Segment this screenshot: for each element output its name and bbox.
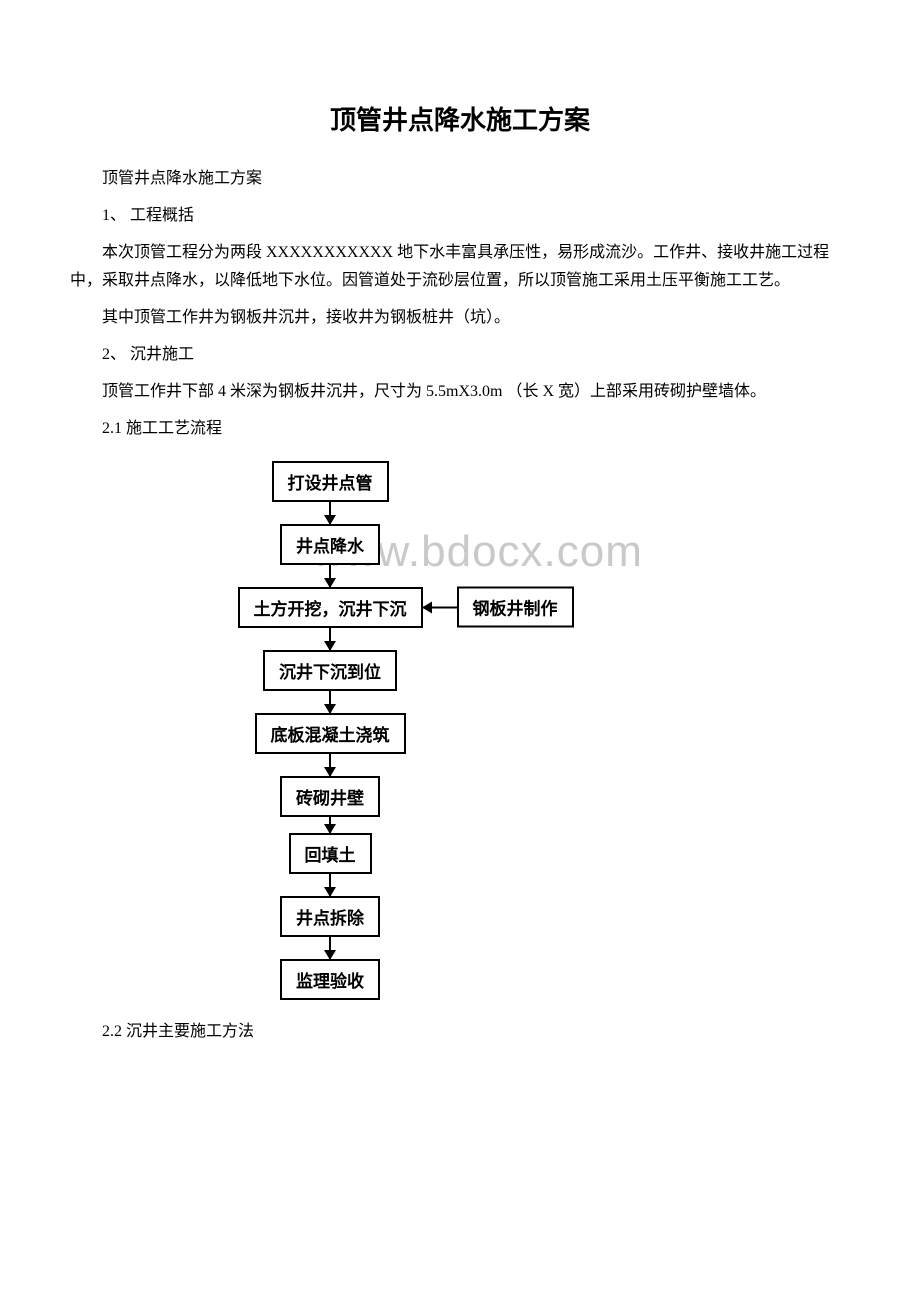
paragraph: 顶管工作井下部 4 米深为钢板井沉井，尺寸为 5.5mX3.0m （长 X 宽）… [70, 378, 850, 405]
paragraph: 2、 沉井施工 [70, 341, 850, 368]
paragraph: 顶管井点降水施工方案 [70, 165, 850, 192]
arrow-down-icon [329, 628, 331, 650]
arrow-down-icon [329, 874, 331, 896]
flow-node: 底板混凝土浇筑 [255, 713, 406, 754]
paragraph: 2.1 施工工艺流程 [70, 415, 850, 442]
flow-node: 砖砌井壁 [280, 776, 380, 817]
arrow-down-icon [329, 691, 331, 713]
flow-node: 打设井点管 [272, 461, 389, 502]
paragraph: 1、 工程概括 [70, 202, 850, 229]
flow-node: 沉井下沉到位 [263, 650, 397, 691]
paragraph: 2.2 沉井主要施工方法 [70, 1018, 850, 1045]
flow-node: 井点降水 [280, 524, 380, 565]
arrow-down-icon [329, 817, 331, 833]
arrow-left-icon [423, 606, 457, 608]
arrow-down-icon [329, 937, 331, 959]
arrow-down-icon [329, 565, 331, 587]
document-page: 顶管井点降水施工方案 顶管井点降水施工方案 1、 工程概括 本次顶管工程分为两段… [0, 0, 920, 1115]
paragraph: 其中顶管工作井为钢板井沉井，接收井为钢板桩井（坑）。 [70, 304, 850, 331]
flow-column: 打设井点管 井点降水 土方开挖，沉井下沉 钢板井制作 沉井下沉到位 底板混凝土浇… [210, 461, 450, 1000]
paragraph: 本次顶管工程分为两段 XXXXXXXXXXX 地下水丰富具承压性，易形成流沙。工… [70, 239, 850, 293]
flow-row: 土方开挖，沉井下沉 钢板井制作 [238, 587, 423, 628]
flow-node: 土方开挖，沉井下沉 [238, 587, 423, 628]
flowchart: www.bdocx.com 打设井点管 井点降水 土方开挖，沉井下沉 钢板井制作… [210, 461, 710, 1000]
flow-node: 回填土 [289, 833, 372, 874]
flow-node-side: 钢板井制作 [457, 587, 574, 628]
flow-node: 井点拆除 [280, 896, 380, 937]
arrow-down-icon [329, 502, 331, 524]
arrow-down-icon [329, 754, 331, 776]
document-title: 顶管井点降水施工方案 [70, 100, 850, 137]
flow-node: 监理验收 [280, 959, 380, 1000]
